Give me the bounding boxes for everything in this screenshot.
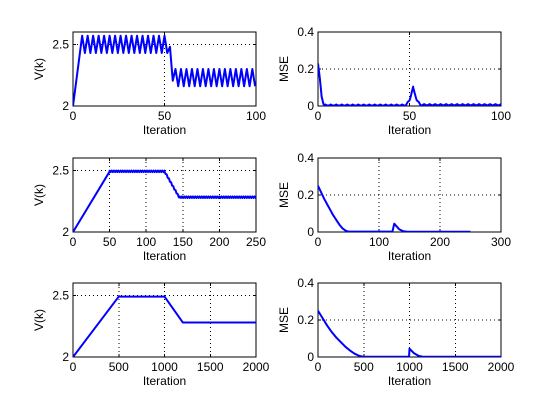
x-tick-label: 500 xyxy=(354,360,374,374)
x-tick-label: 1000 xyxy=(151,360,178,374)
series-line xyxy=(73,34,256,106)
x-tick-label: 100 xyxy=(491,109,511,123)
y-tick-label: 0.2 xyxy=(297,62,314,76)
x-tick-label: 0 xyxy=(70,360,77,374)
series-line xyxy=(318,63,501,106)
x-tick-label: 200 xyxy=(209,235,229,249)
x-tick-label: 300 xyxy=(491,235,511,249)
x-tick-label: 500 xyxy=(109,360,129,374)
subplot-6: 0 500 1000 1500 2000 0 0.2 0.4 Iteration MSE xyxy=(277,276,515,388)
subplot-1: 0 50 100 2 2.5 Iteration V(k) xyxy=(32,31,266,137)
subplot-3: 0 50 100 150 200 250 2 2.5 Iteration V(k) xyxy=(32,157,266,263)
series-line xyxy=(73,169,256,232)
x-tick-label: 50 xyxy=(103,235,117,249)
x-tick-label: 1500 xyxy=(442,360,469,374)
y-tick-label: 0 xyxy=(307,350,314,364)
y-axis-label: V(k) xyxy=(32,184,46,206)
x-tick-label: 250 xyxy=(246,235,266,249)
y-tick-label: 2 xyxy=(62,99,69,113)
subplot-2: 0 50 100 0 0.2 0.4 Iteration MSE xyxy=(277,25,511,137)
y-tick-label: 2 xyxy=(62,350,69,364)
x-axis-label: Iteration xyxy=(388,249,431,263)
x-tick-label: 50 xyxy=(158,109,172,123)
y-tick-label: 2.5 xyxy=(52,163,69,177)
y-tick-label: 0 xyxy=(307,225,314,239)
series-line xyxy=(318,185,471,232)
y-tick-label: 0.4 xyxy=(297,25,314,39)
y-tick-label: 0.2 xyxy=(297,313,314,327)
y-tick-label: 2 xyxy=(62,225,69,239)
x-tick-label: 50 xyxy=(403,109,417,123)
x-tick-label: 0 xyxy=(315,235,322,249)
x-axis-label: Iteration xyxy=(388,123,431,137)
y-axis-label: MSE xyxy=(277,182,291,208)
x-tick-label: 1000 xyxy=(396,360,423,374)
y-tick-label: 0.4 xyxy=(297,276,314,290)
x-tick-label: 100 xyxy=(136,235,156,249)
y-tick-label: 2.5 xyxy=(52,37,69,51)
subplot-4: 0 100 200 300 0 0.2 0.4 Iteration MSE xyxy=(277,151,511,263)
x-axis-label: Iteration xyxy=(388,374,431,388)
x-tick-label: 0 xyxy=(315,109,322,123)
x-tick-label: 2000 xyxy=(488,360,515,374)
x-tick-label: 0 xyxy=(70,235,77,249)
x-tick-label: 0 xyxy=(70,109,77,123)
y-tick-label: 0.4 xyxy=(297,151,314,165)
y-axis-label: MSE xyxy=(277,307,291,333)
series-line xyxy=(318,310,501,357)
x-tick-label: 150 xyxy=(173,235,193,249)
x-axis-label: Iteration xyxy=(143,123,186,137)
x-tick-label: 0 xyxy=(315,360,322,374)
axes-frame xyxy=(317,157,502,233)
x-axis-label: Iteration xyxy=(143,374,186,388)
y-tick-label: 0 xyxy=(307,99,314,113)
x-tick-label: 1500 xyxy=(197,360,224,374)
x-tick-label: 200 xyxy=(430,235,450,249)
x-tick-label: 100 xyxy=(369,235,389,249)
y-axis-label: MSE xyxy=(277,56,291,82)
subplot-5: 0 500 1000 1500 2000 2 2.5 Iteration V(k) xyxy=(32,282,270,388)
y-axis-label: V(k) xyxy=(32,58,46,80)
x-tick-label: 2000 xyxy=(243,360,270,374)
y-tick-label: 2.5 xyxy=(52,288,69,302)
x-axis-label: Iteration xyxy=(143,249,186,263)
y-axis-label: V(k) xyxy=(32,309,46,331)
axes-frame xyxy=(72,157,257,233)
series-line xyxy=(73,295,256,357)
y-tick-label: 0.2 xyxy=(297,188,314,202)
x-tick-label: 100 xyxy=(246,109,266,123)
